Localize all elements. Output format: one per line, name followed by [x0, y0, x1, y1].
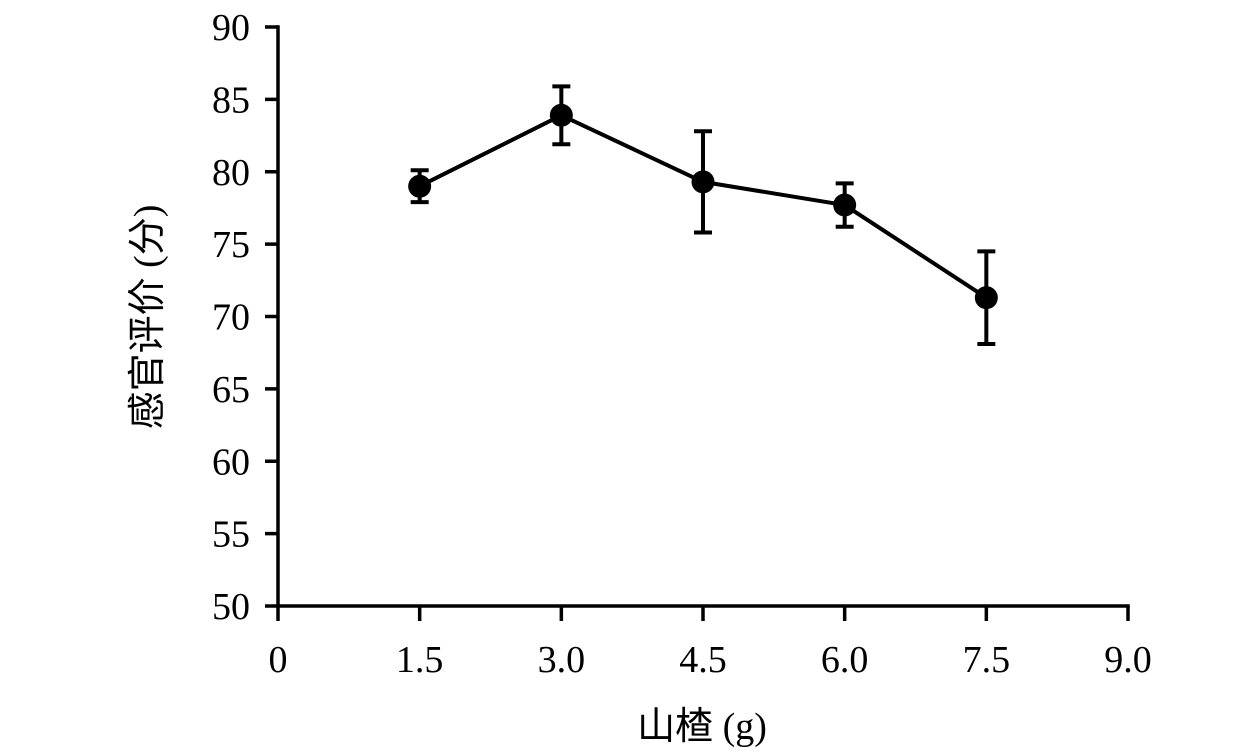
- y-tick-label: 75: [212, 224, 250, 266]
- data-point: [549, 103, 573, 127]
- y-tick-label: 70: [212, 297, 250, 339]
- axes: [276, 25, 1130, 608]
- data-point: [833, 193, 857, 217]
- x-tick-label: 9.0: [1104, 639, 1152, 681]
- x-tick-label: 1.5: [396, 639, 444, 681]
- data-point: [974, 286, 998, 310]
- x-tick-label: 3.0: [538, 639, 586, 681]
- x-axis-title: 山楂 (g): [637, 706, 767, 748]
- y-tick-label: 65: [212, 369, 250, 411]
- y-tick-label: 50: [212, 586, 250, 628]
- x-tick-label: 6.0: [821, 639, 869, 681]
- y-tick-label: 55: [212, 514, 250, 556]
- y-axis-title: 感官评价 (分): [127, 205, 169, 430]
- y-tick-label: 90: [212, 7, 250, 49]
- plot-series: [408, 84, 998, 347]
- data-point: [691, 170, 715, 194]
- y-axis-ticks: 50 55 60 65 70 75 80 85 90: [212, 7, 278, 628]
- x-axis-ticks: 0 1.5 3.0 4.5 6.0 7.5 9.0: [269, 606, 1152, 681]
- x-tick-label: 7.5: [963, 639, 1011, 681]
- data-point: [408, 174, 432, 198]
- y-tick-label: 85: [212, 79, 250, 121]
- x-tick-label: 0: [269, 639, 288, 681]
- x-tick-label: 4.5: [679, 639, 727, 681]
- y-tick-label: 80: [212, 152, 250, 194]
- y-tick-label: 60: [212, 441, 250, 483]
